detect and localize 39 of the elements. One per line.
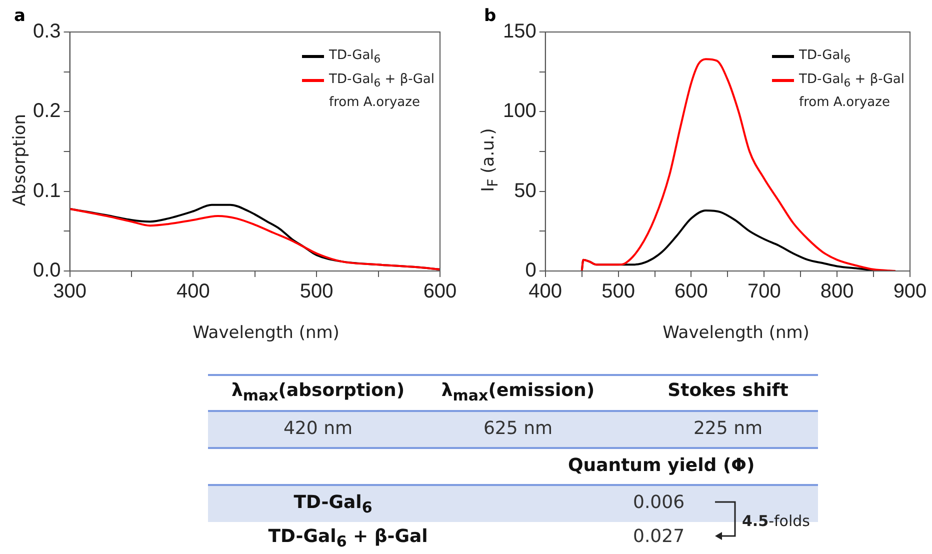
x-tick-label: 600	[674, 280, 708, 303]
text: 625 nm	[482, 418, 554, 439]
x-tick-label: 800	[820, 280, 854, 303]
y-tick-label: 50	[514, 180, 536, 202]
y-tick-label: 150	[502, 20, 536, 43]
text: 0.006	[633, 492, 685, 513]
text: TD-Gal$_{6}$ + β-Gal	[267, 526, 429, 551]
y-tick-label: 0.0	[32, 260, 61, 282]
text: 225 nm	[692, 418, 764, 439]
x-tick-label: 700	[747, 280, 781, 303]
y-tick-label: 0.1	[32, 180, 61, 202]
legend-label: TD-Gal$_{6}$ + β-Gal from A.oryaze	[329, 70, 436, 112]
text: 4.5-folds	[742, 512, 810, 530]
y-tick-label: 0.3	[32, 20, 61, 43]
x-tick-label: 500	[602, 280, 635, 303]
chart-title: b	[484, 6, 496, 26]
y-axis-title: Absorption	[10, 114, 30, 206]
legend-label: TD-Gal$_{6}$	[799, 47, 851, 68]
x-tick-label: 600	[423, 280, 457, 303]
x-tick-label: 400	[176, 280, 210, 303]
text: 0.027	[633, 526, 685, 547]
y-tick-label: 0	[525, 260, 536, 282]
x-tick-label: 500	[300, 280, 334, 303]
chart-title: a	[14, 6, 26, 26]
y-tick-label: 100	[502, 100, 536, 122]
y-tick-label: 0.2	[32, 100, 61, 122]
legend-label: TD-Gal$_{6}$	[329, 47, 381, 68]
x-axis-title: Wavelength (nm)	[192, 323, 340, 343]
x-tick-label: 400	[528, 280, 562, 303]
text: Quantum yield (Φ)	[568, 455, 755, 476]
text: 420 nm	[282, 418, 354, 439]
x-axis-title: Wavelength (nm)	[662, 323, 810, 343]
text: Stokes shift	[666, 380, 790, 401]
text: TD-Gal$_{6}$	[292, 492, 374, 517]
x-tick-label: 300	[53, 280, 86, 303]
x-tick-label: 900	[893, 280, 927, 303]
legend-label: TD-Gal$_{6}$ + β-Gal from A.oryaze	[799, 70, 906, 112]
text: λ$_{max}$(absorption)	[230, 380, 406, 405]
text: λ$_{max}$(emission)	[440, 380, 596, 405]
